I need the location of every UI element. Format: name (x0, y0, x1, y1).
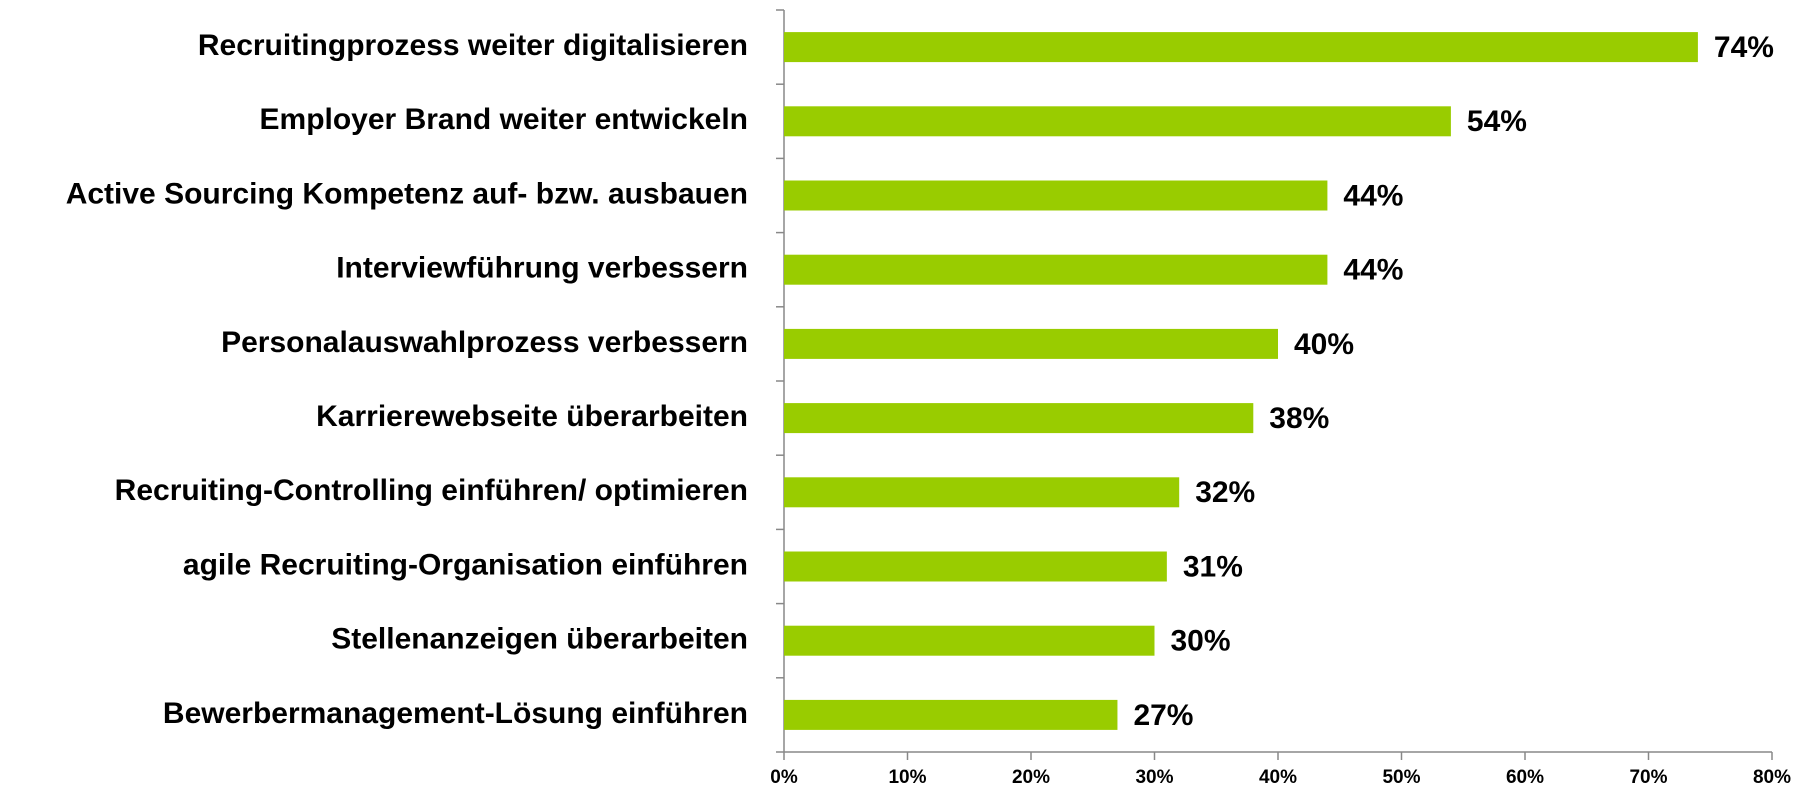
bar (784, 106, 1451, 137)
category-label: Recruiting-Controlling einführen/ optimi… (115, 474, 748, 507)
x-tick-label: 80% (1753, 767, 1791, 788)
value-label: 38% (1269, 402, 1329, 435)
value-label: 44% (1343, 254, 1403, 287)
x-tick-label: 10% (888, 767, 926, 788)
category-label: Recruitingprozess weiter digitalisieren (198, 29, 748, 62)
value-label: 44% (1343, 179, 1403, 212)
bar (784, 477, 1180, 508)
bar (784, 403, 1254, 434)
value-label: 27% (1133, 699, 1193, 732)
category-label: Stellenanzeigen überarbeiten (331, 623, 748, 656)
bar (784, 699, 1118, 730)
bar (784, 625, 1155, 656)
bar (784, 254, 1328, 285)
x-tick-label: 20% (1012, 767, 1050, 788)
x-tick-label: 60% (1506, 767, 1544, 788)
value-label: 40% (1294, 328, 1354, 361)
category-label: agile Recruiting-Organisation einführen (183, 548, 748, 581)
value-label: 74% (1714, 31, 1774, 64)
bar (784, 551, 1167, 582)
bar (784, 328, 1278, 359)
x-tick-label: 40% (1259, 767, 1297, 788)
x-tick-label: 50% (1382, 767, 1420, 788)
bar (784, 32, 1698, 63)
value-label: 54% (1467, 105, 1527, 138)
value-label: 32% (1195, 476, 1255, 509)
x-tick-label: 30% (1135, 767, 1173, 788)
category-label: Employer Brand weiter entwickeln (260, 103, 748, 136)
bar (784, 180, 1328, 211)
category-label: Karrierewebseite überarbeiten (316, 400, 748, 433)
category-label: Personalauswahlprozess verbessern (221, 326, 748, 359)
x-tick-label: 70% (1629, 767, 1667, 788)
x-tick-label: 0% (770, 767, 798, 788)
category-label: Active Sourcing Kompetenz auf- bzw. ausb… (66, 177, 748, 210)
category-label: Bewerbermanagement-Lösung einführen (163, 697, 748, 730)
category-label: Interviewführung verbessern (336, 252, 748, 285)
value-label: 31% (1183, 550, 1243, 583)
value-label: 30% (1171, 625, 1231, 658)
